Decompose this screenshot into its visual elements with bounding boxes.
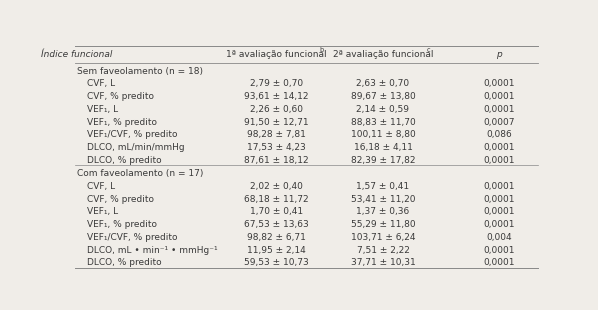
Text: Índice funcional: Índice funcional — [41, 50, 113, 59]
Text: 53,41 ± 11,20: 53,41 ± 11,20 — [350, 195, 415, 204]
Text: 98,28 ± 7,81: 98,28 ± 7,81 — [247, 131, 306, 140]
Text: 1,57 ± 0,41: 1,57 ± 0,41 — [356, 182, 410, 191]
Text: 7,51 ± 2,22: 7,51 ± 2,22 — [356, 246, 410, 255]
Text: 82,39 ± 17,82: 82,39 ± 17,82 — [350, 156, 415, 165]
Text: VEF₁, % predito: VEF₁, % predito — [87, 220, 157, 229]
Text: 68,18 ± 11,72: 68,18 ± 11,72 — [244, 195, 309, 204]
Text: DLCO, mL/min/mmHg: DLCO, mL/min/mmHg — [87, 143, 185, 152]
Text: 2,63 ± 0,70: 2,63 ± 0,70 — [356, 79, 410, 88]
Text: DLCO, mL • min⁻¹ • mmHg⁻¹: DLCO, mL • min⁻¹ • mmHg⁻¹ — [87, 246, 218, 255]
Text: 1,37 ± 0,36: 1,37 ± 0,36 — [356, 207, 410, 216]
Text: Sem faveolamento (n = 18): Sem faveolamento (n = 18) — [77, 67, 203, 76]
Text: 0,0001: 0,0001 — [483, 195, 514, 204]
Text: CVF, % predito: CVF, % predito — [87, 92, 154, 101]
Text: c: c — [426, 47, 430, 53]
Text: 2,26 ± 0,60: 2,26 ± 0,60 — [250, 105, 303, 114]
Text: 100,11 ± 8,80: 100,11 ± 8,80 — [350, 131, 416, 140]
Text: 0,0007: 0,0007 — [483, 117, 514, 126]
Text: 37,71 ± 10,31: 37,71 ± 10,31 — [350, 259, 416, 268]
Text: 55,29 ± 11,80: 55,29 ± 11,80 — [350, 220, 415, 229]
Text: VEF₁/CVF, % predito: VEF₁/CVF, % predito — [87, 233, 178, 242]
Text: DLCO, % predito: DLCO, % predito — [87, 259, 162, 268]
Text: 0,0001: 0,0001 — [483, 143, 514, 152]
Text: 2,79 ± 0,70: 2,79 ± 0,70 — [250, 79, 303, 88]
Text: 0,004: 0,004 — [486, 233, 512, 242]
Text: VEF₁, % predito: VEF₁, % predito — [87, 117, 157, 126]
Text: 0,0001: 0,0001 — [483, 156, 514, 165]
Text: 1ª avaliação funcional: 1ª avaliação funcional — [226, 50, 327, 59]
Text: 1,70 ± 0,41: 1,70 ± 0,41 — [250, 207, 303, 216]
Text: 91,50 ± 12,71: 91,50 ± 12,71 — [244, 117, 309, 126]
Text: 59,53 ± 10,73: 59,53 ± 10,73 — [244, 259, 309, 268]
Text: 2,02 ± 0,40: 2,02 ± 0,40 — [250, 182, 303, 191]
Text: 0,0001: 0,0001 — [483, 92, 514, 101]
Text: 17,53 ± 4,23: 17,53 ± 4,23 — [247, 143, 306, 152]
Text: 0,0001: 0,0001 — [483, 246, 514, 255]
Text: 87,61 ± 18,12: 87,61 ± 18,12 — [244, 156, 309, 165]
Text: 0,0001: 0,0001 — [483, 207, 514, 216]
Text: 16,18 ± 4,11: 16,18 ± 4,11 — [353, 143, 413, 152]
Text: VEF₁, L: VEF₁, L — [87, 207, 118, 216]
Text: 0,0001: 0,0001 — [483, 79, 514, 88]
Text: 98,82 ± 6,71: 98,82 ± 6,71 — [247, 233, 306, 242]
Text: CVF, L: CVF, L — [87, 79, 115, 88]
Text: 0,0001: 0,0001 — [483, 220, 514, 229]
Text: 103,71 ± 6,24: 103,71 ± 6,24 — [350, 233, 415, 242]
Text: CVF, L: CVF, L — [87, 182, 115, 191]
Text: 2,14 ± 0,59: 2,14 ± 0,59 — [356, 105, 410, 114]
Text: 0,0001: 0,0001 — [483, 182, 514, 191]
Text: 0,086: 0,086 — [486, 131, 512, 140]
Text: 93,61 ± 14,12: 93,61 ± 14,12 — [244, 92, 309, 101]
Text: b: b — [319, 47, 324, 53]
Text: VEF₁, L: VEF₁, L — [87, 105, 118, 114]
Text: 88,83 ± 11,70: 88,83 ± 11,70 — [350, 117, 416, 126]
Text: DLCO, % predito: DLCO, % predito — [87, 156, 162, 165]
Text: p: p — [496, 50, 502, 59]
Text: 11,95 ± 2,14: 11,95 ± 2,14 — [247, 246, 306, 255]
Text: 0,0001: 0,0001 — [483, 105, 514, 114]
Text: Com faveolamento (n = 17): Com faveolamento (n = 17) — [77, 169, 203, 178]
Text: CVF, % predito: CVF, % predito — [87, 195, 154, 204]
Text: 89,67 ± 13,80: 89,67 ± 13,80 — [350, 92, 416, 101]
Text: 0,0001: 0,0001 — [483, 259, 514, 268]
Text: 2ª avaliação funcional: 2ª avaliação funcional — [332, 50, 433, 59]
Text: VEF₁/CVF, % predito: VEF₁/CVF, % predito — [87, 131, 178, 140]
Text: 67,53 ± 13,63: 67,53 ± 13,63 — [244, 220, 309, 229]
